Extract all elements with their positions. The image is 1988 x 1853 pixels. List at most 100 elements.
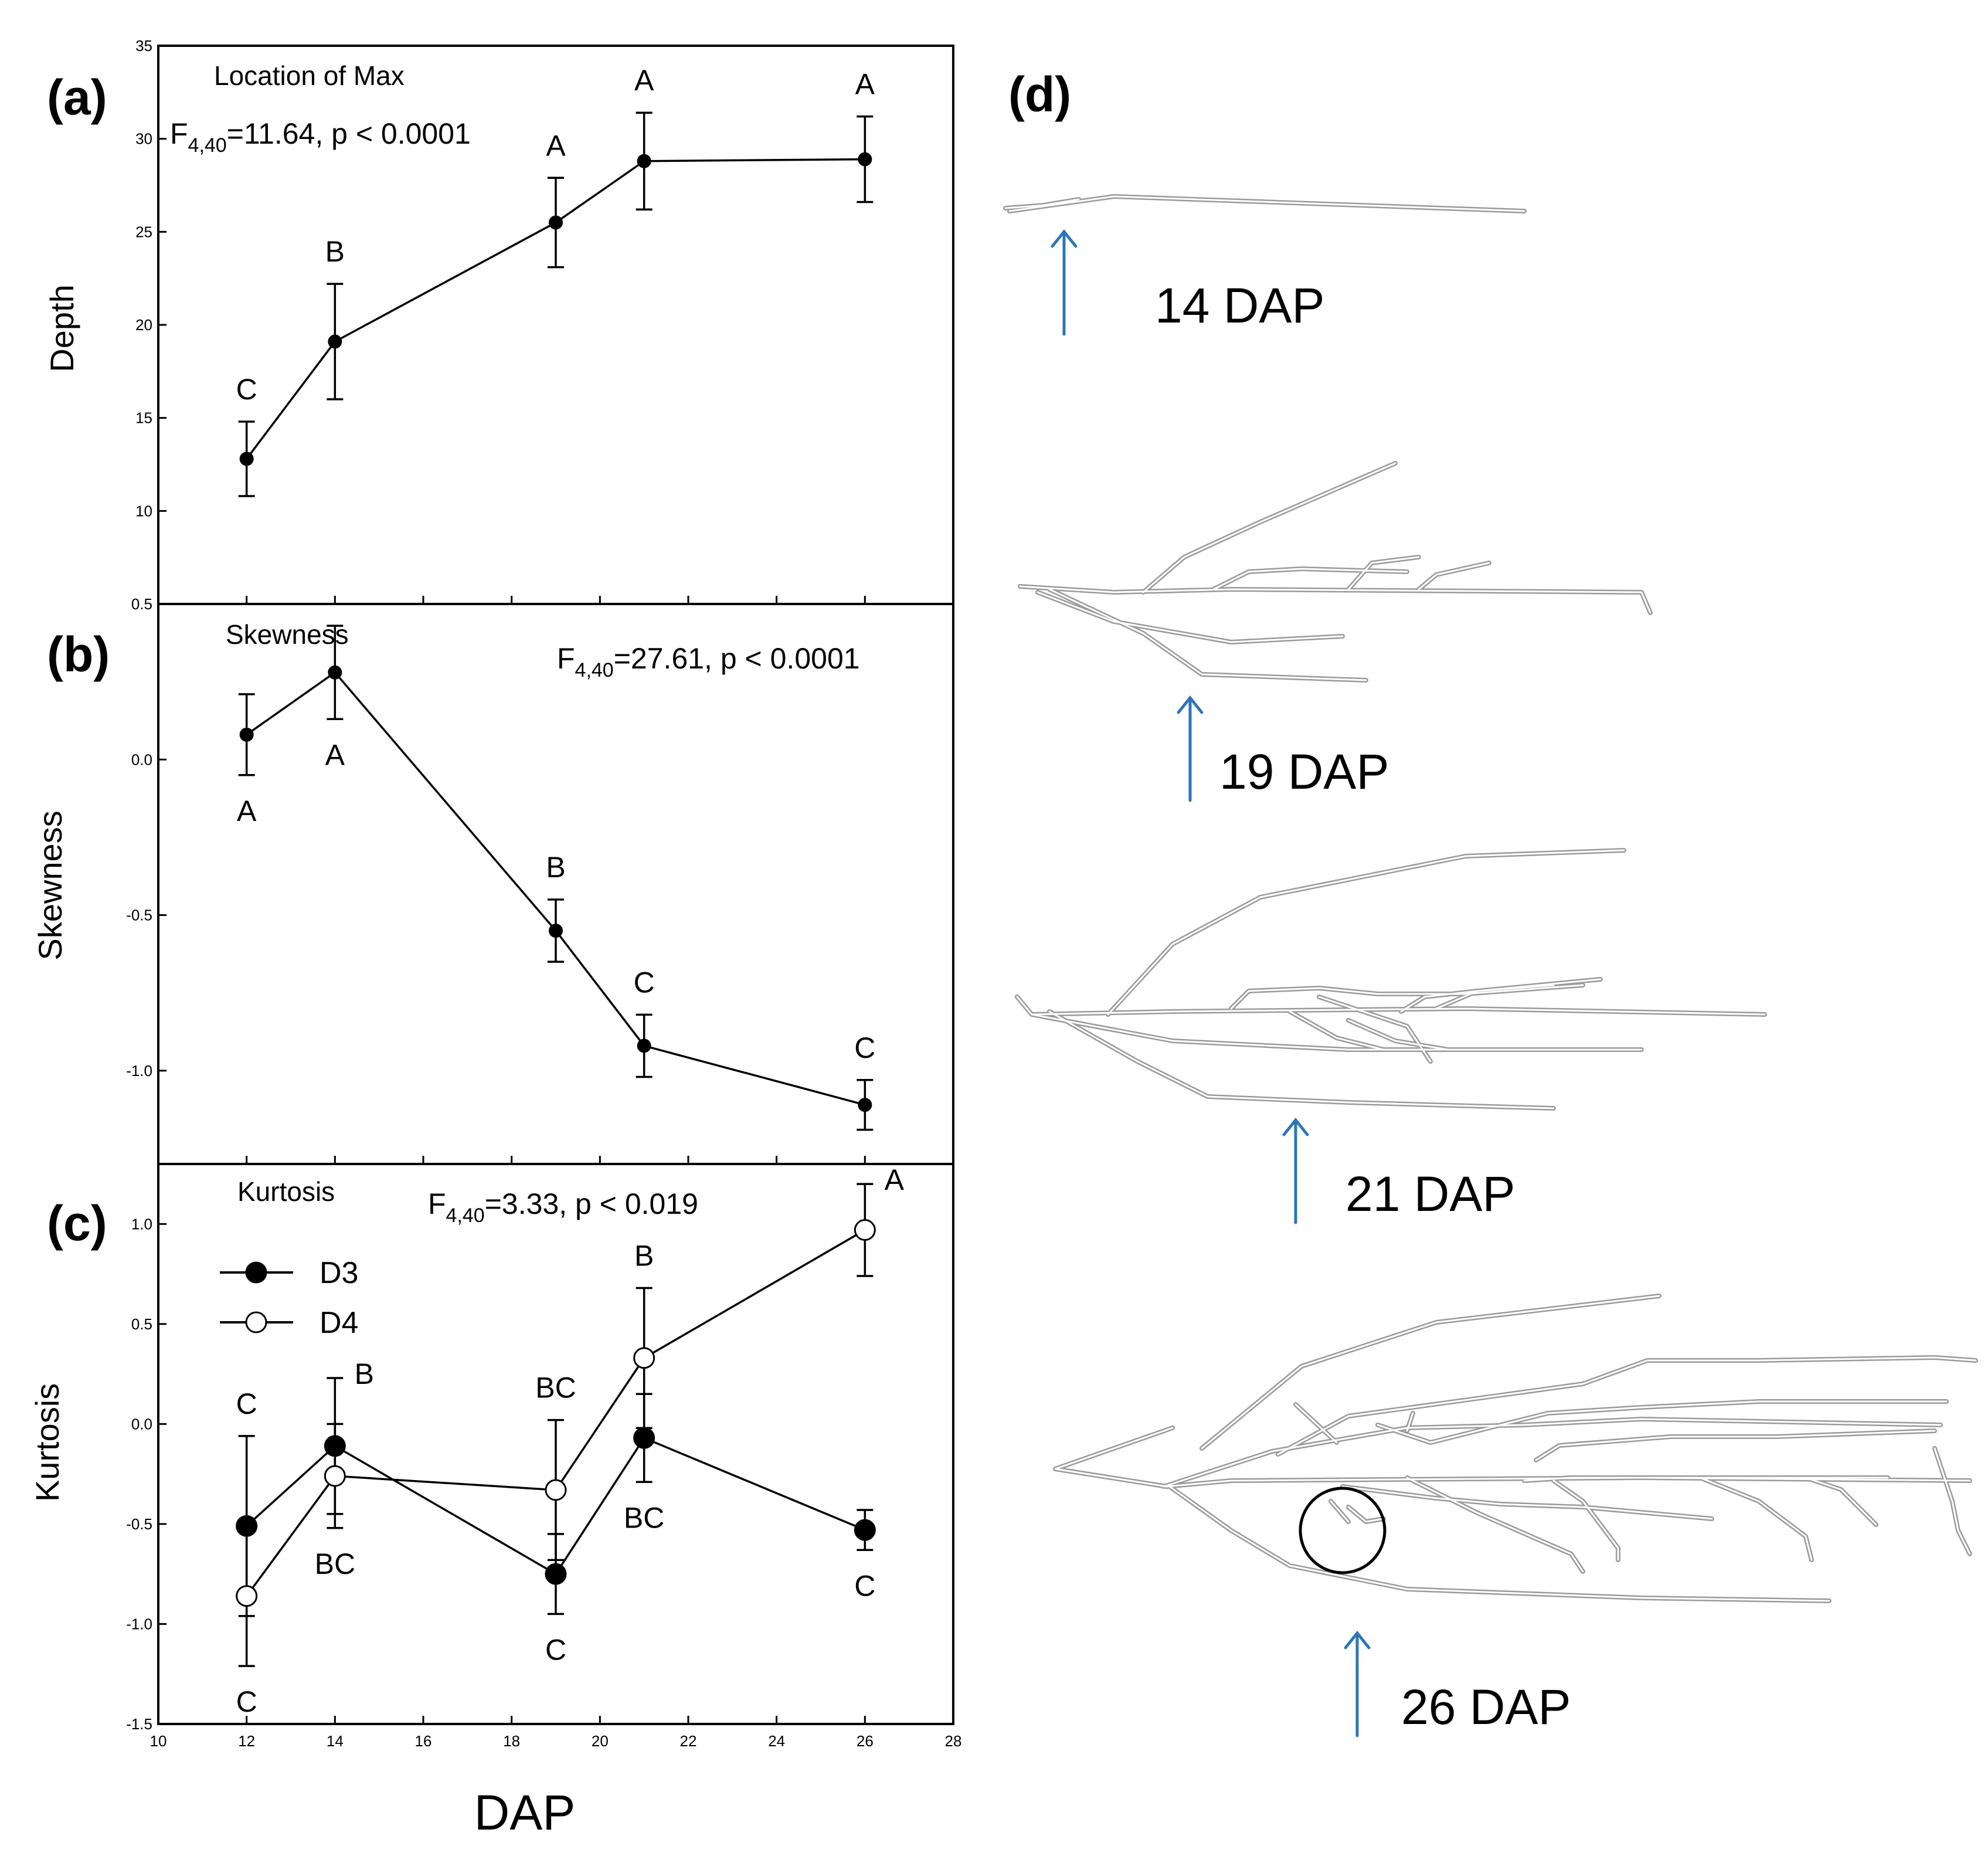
- panel-a-y-tick-label: 10: [135, 502, 152, 520]
- panel-c-y-tick-label: 1.0: [131, 1215, 152, 1233]
- panel-b-significance-letter: C: [634, 966, 655, 999]
- panel-a-label: (a): [47, 70, 107, 125]
- panel-c-point-d4: [854, 1219, 876, 1241]
- panel-c-y-tick-label: 0.5: [131, 1315, 152, 1333]
- x-axis-label: DAP: [474, 1785, 576, 1840]
- panel-a-significance-letter: B: [325, 235, 345, 268]
- caption-26dap: 26 DAP: [1401, 1679, 1571, 1735]
- panel-b-significance-letter: A: [325, 738, 345, 771]
- root-diagrams: [1003, 194, 1978, 1603]
- panel-b-point-skewness: [239, 727, 254, 742]
- panel-b-point-skewness: [858, 1098, 872, 1112]
- x-tick-label: 24: [768, 1732, 785, 1750]
- root-drawing-19dap: [1018, 461, 1653, 683]
- panel-c-point-d4: [236, 1585, 258, 1607]
- panel-a-significance-letter: A: [546, 129, 566, 162]
- panel-c-stat-sub: 4,40: [446, 1204, 485, 1227]
- panel-c-stat: F4,40=3.33, p < 0.019: [428, 1187, 698, 1227]
- panel-c-significance-letter: C: [236, 1387, 257, 1420]
- panel-b-y-tick-label: -0.5: [126, 907, 152, 924]
- panel-a-y-tick-label: 35: [135, 37, 152, 55]
- panel-a-y-tick-label: 25: [135, 223, 152, 240]
- legend-marker-d3: [245, 1261, 267, 1284]
- panel-b-plot: -1.0 -0.5 0.0 0.5 A A B C C: [126, 595, 954, 1164]
- panel-a-y-tick-label: 30: [135, 130, 152, 148]
- x-tick-label: 12: [238, 1732, 255, 1750]
- panel-b-point-skewness: [637, 1039, 651, 1053]
- panel-c-point-d4: [324, 1465, 346, 1487]
- panel-c-label: (c): [47, 1196, 107, 1251]
- panel-b-significance-letter: B: [546, 851, 565, 884]
- panel-c-title: Kurtosis: [237, 1176, 335, 1207]
- panel-c-significance-letter: BC: [315, 1547, 355, 1580]
- arrow-up-icon: [1177, 695, 1204, 802]
- panel-a-plot: 10 15 20 25 30 35 C B A A A: [135, 37, 954, 604]
- panel-c-y-tick-label: -1.5: [126, 1715, 152, 1733]
- panel-a-title: Location of Max: [214, 60, 405, 91]
- panel-a-stat: F4,40=11.64, p < 0.0001: [170, 117, 471, 157]
- panel-c-y-tick-label: -0.5: [126, 1515, 152, 1533]
- panel-a-point-depth: [239, 452, 254, 466]
- caption-14dap: 14 DAP: [1155, 278, 1325, 333]
- panel-b-point-skewness: [328, 665, 342, 680]
- panel-b-y-axis-label: Skewness: [32, 810, 69, 960]
- arrow-up-icon: [1051, 229, 1078, 336]
- panel-c-significance-letter: C: [236, 1685, 257, 1718]
- panel-a-y-tick-label: 15: [135, 409, 152, 427]
- x-tick-label: 26: [857, 1732, 874, 1750]
- x-tick-label: 18: [503, 1732, 520, 1750]
- legend-marker-d4: [245, 1311, 267, 1333]
- panel-b-title: Skewness: [226, 619, 349, 650]
- panel-c-significance-letter: C: [854, 1569, 875, 1602]
- panel-c-significance-letter: B: [634, 1239, 654, 1272]
- panel-b-series-line-skewness: [246, 671, 865, 1106]
- panel-b-significance-letter: A: [237, 795, 257, 827]
- panel-c-point-d4: [633, 1347, 655, 1369]
- panel-c-significance-letter: B: [355, 1357, 374, 1390]
- panel-b-label: (b): [47, 627, 110, 682]
- panel-b-point-skewness: [549, 924, 563, 938]
- legend-label-d3: D3: [320, 1256, 358, 1290]
- panel-b-y-tick-label: 0.0: [131, 751, 152, 768]
- panel-d-label: (d): [1008, 67, 1071, 122]
- panel-b-stat: F4,40=27.61, p < 0.0001: [557, 642, 860, 681]
- panel-a-stat-sub: 4,40: [188, 134, 227, 157]
- x-tick-label: 16: [415, 1732, 432, 1750]
- panel-a-point-depth: [328, 334, 342, 349]
- panel-c-y-tick-label: 0.0: [131, 1415, 152, 1433]
- arrow-up-icon: [1344, 1630, 1371, 1737]
- panel-b-y-tick-label: -1.0: [126, 1062, 152, 1080]
- x-tick-label: 28: [945, 1732, 962, 1750]
- panel-c-frame: [157, 1163, 954, 1725]
- panel-a-significance-letter: C: [236, 373, 257, 406]
- panel-b-frame: [157, 603, 954, 1165]
- root-drawing-21dap: [1015, 848, 1767, 1111]
- x-tick-label: 14: [327, 1732, 344, 1750]
- panel-c-point-d3: [633, 1427, 655, 1449]
- arrows: [1051, 229, 1371, 1737]
- highlight-circle: [1299, 1487, 1386, 1574]
- panel-c-significance-letter: A: [885, 1163, 905, 1196]
- panel-c-point-d3: [854, 1519, 876, 1541]
- panel-c-point-d3: [545, 1563, 567, 1585]
- panel-b-stat-sub: 4,40: [575, 659, 614, 681]
- root-drawing-14dap: [1003, 194, 1527, 213]
- root-drawing-26dap: [1053, 1294, 1978, 1603]
- x-tick-label: 22: [680, 1732, 697, 1750]
- x-tick-label: 20: [592, 1732, 609, 1750]
- panel-a-significance-letter: A: [855, 68, 875, 101]
- panel-c-y-tick-label: -1.0: [126, 1615, 152, 1633]
- legend: D3 D4: [220, 1256, 358, 1340]
- arrow-up-icon: [1282, 1117, 1309, 1224]
- panel-b-y-tick-label: 0.5: [131, 595, 152, 613]
- legend-label-d4: D4: [320, 1306, 358, 1340]
- panel-b-significance-letter: C: [854, 1031, 875, 1064]
- panel-c-point-d4: [545, 1479, 567, 1501]
- panel-c-plot: -1.5 -1.0 -0.5 0.0 0.5 1.0 10 12 14 16 18 20 22 24 26 2…: [126, 1163, 961, 1750]
- panel-a-significance-letter: A: [634, 64, 654, 97]
- panel-c-significance-letter: C: [545, 1633, 566, 1666]
- panel-a-point-depth: [858, 152, 872, 167]
- caption-21dap: 21 DAP: [1345, 1166, 1515, 1221]
- panel-c-significance-letter: BC: [624, 1501, 664, 1534]
